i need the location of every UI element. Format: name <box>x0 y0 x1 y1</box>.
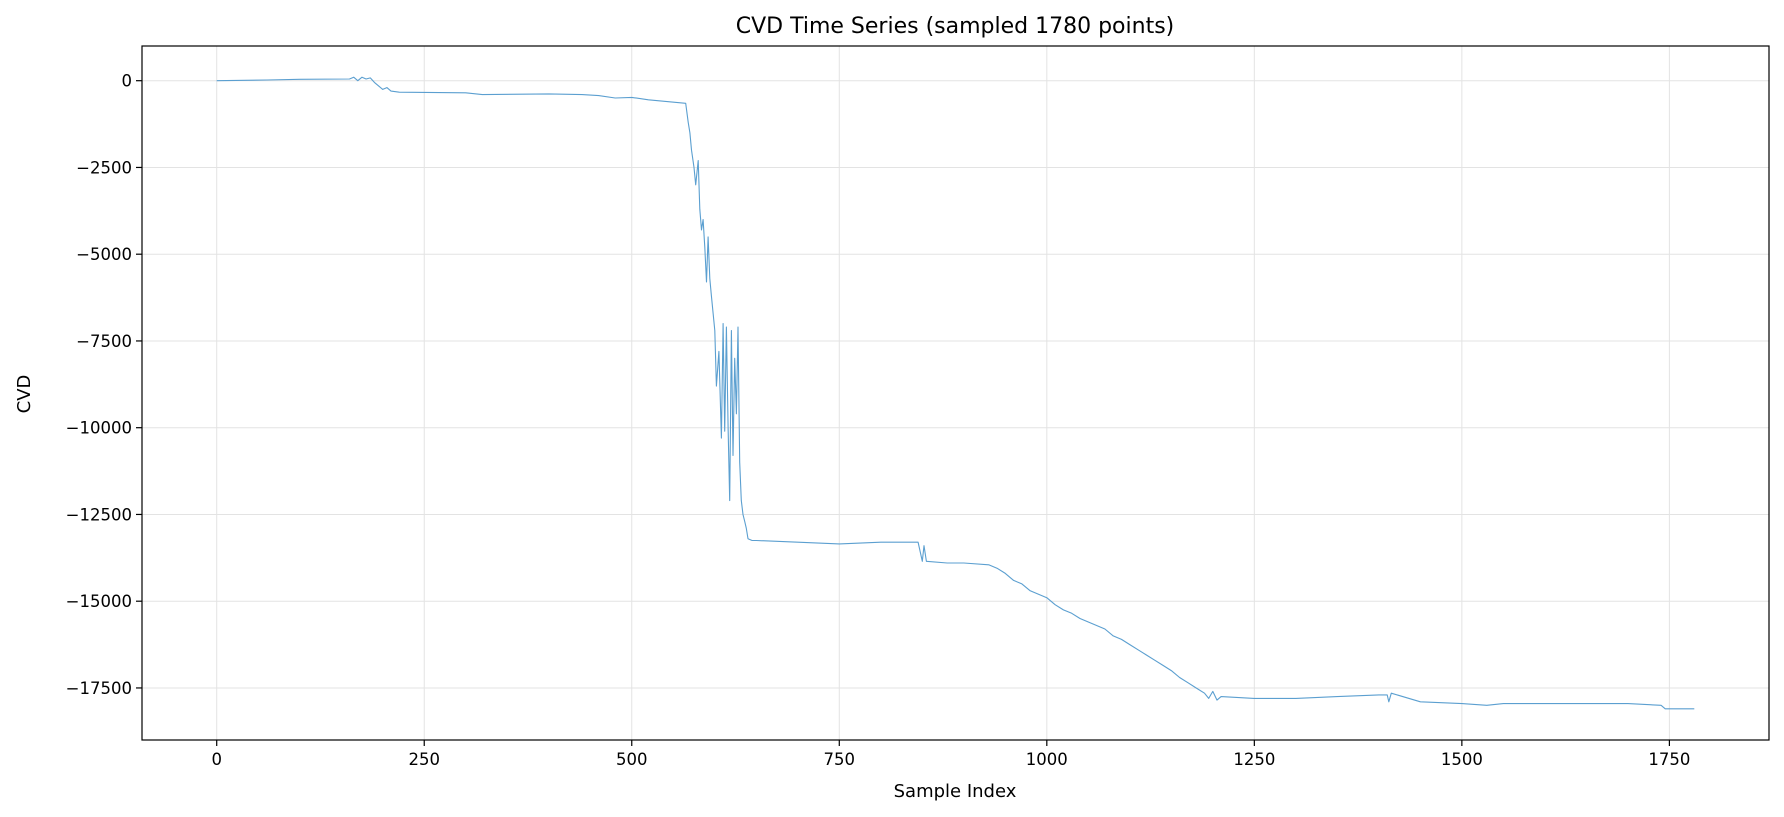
x-tick-label: 1500 <box>1441 750 1483 769</box>
y-tick-label: −12500 <box>66 505 132 524</box>
plot-frame <box>141 45 1770 741</box>
cvd-series-line <box>216 76 1695 710</box>
x-tick-label: 750 <box>824 750 856 769</box>
y-tick-label: −2500 <box>76 158 132 177</box>
y-tick-label: −17500 <box>66 679 132 698</box>
grid-lines <box>142 46 1769 740</box>
x-tick-label: 500 <box>616 750 648 769</box>
x-tick-label: 1750 <box>1648 750 1690 769</box>
y-axis-label: CVD <box>14 375 35 414</box>
x-tick-label: 250 <box>408 750 440 769</box>
x-tick-label: 0 <box>211 750 222 769</box>
y-tick-label: −5000 <box>76 245 132 264</box>
axis-ticks: 0 250 500 750 1000 1250 1500 1750 0 −2500 −5000 −75… <box>66 72 1691 769</box>
y-tick-label: −15000 <box>66 592 132 611</box>
x-tick-label: 1250 <box>1233 750 1275 769</box>
chart-title: CVD Time Series (sampled 1780 points) <box>736 14 1175 39</box>
x-axis-label: Sample Index <box>894 781 1017 802</box>
x-tick-label: 1000 <box>1026 750 1068 769</box>
y-tick-label: 0 <box>122 72 133 91</box>
y-tick-label: −7500 <box>76 332 132 351</box>
y-tick-label: −10000 <box>66 419 132 438</box>
